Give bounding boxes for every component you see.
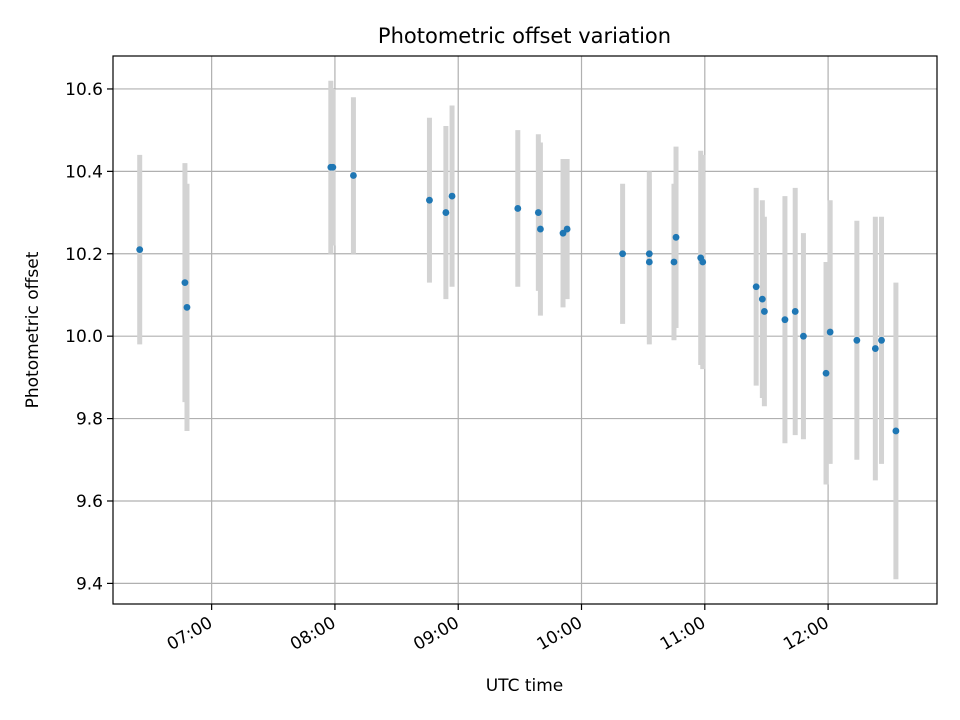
data-point — [559, 229, 567, 237]
y-tick-label: 9.8 — [76, 410, 103, 430]
data-point — [534, 209, 542, 216]
data-point — [329, 163, 337, 171]
data-point — [670, 258, 678, 266]
plot-frame — [112, 55, 938, 605]
data-point — [800, 332, 807, 340]
data-point — [853, 336, 861, 344]
data-point — [136, 246, 144, 254]
data-points — [136, 163, 900, 435]
y-tick-label: 10.6 — [65, 80, 103, 100]
y-axis-ticks: 9.4 9.6 9.8 10.0 10.2 10.4 10.6 — [65, 80, 113, 594]
data-point — [758, 295, 766, 303]
y-tick-label: 10.4 — [65, 162, 103, 182]
data-point — [350, 172, 357, 179]
data-point — [878, 336, 885, 344]
data-point — [183, 303, 191, 311]
data-point — [181, 279, 189, 287]
data-point — [563, 225, 571, 233]
data-point — [752, 283, 760, 291]
data-point — [426, 196, 433, 204]
data-point — [791, 308, 799, 315]
data-point — [645, 258, 653, 266]
data-point — [442, 209, 450, 216]
x-axis-label: UTC time — [486, 676, 564, 696]
y-tick-label: 10.2 — [65, 245, 103, 265]
data-point — [822, 369, 830, 377]
data-point — [448, 192, 456, 200]
data-point — [619, 250, 627, 258]
data-point — [645, 250, 653, 258]
data-point — [699, 258, 707, 266]
y-tick-label: 9.6 — [76, 492, 103, 512]
data-point — [760, 308, 768, 315]
data-point — [892, 427, 900, 435]
data-point — [672, 233, 680, 241]
y-axis-label: Photometric offset — [23, 251, 43, 408]
data-point — [871, 345, 879, 352]
chart-title: Photometric offset variation — [378, 24, 671, 48]
data-point — [514, 205, 522, 212]
data-point — [826, 328, 834, 336]
data-point — [537, 225, 544, 233]
y-tick-label: 9.4 — [76, 574, 103, 594]
data-point — [781, 316, 789, 324]
y-tick-label: 10.0 — [65, 327, 103, 347]
